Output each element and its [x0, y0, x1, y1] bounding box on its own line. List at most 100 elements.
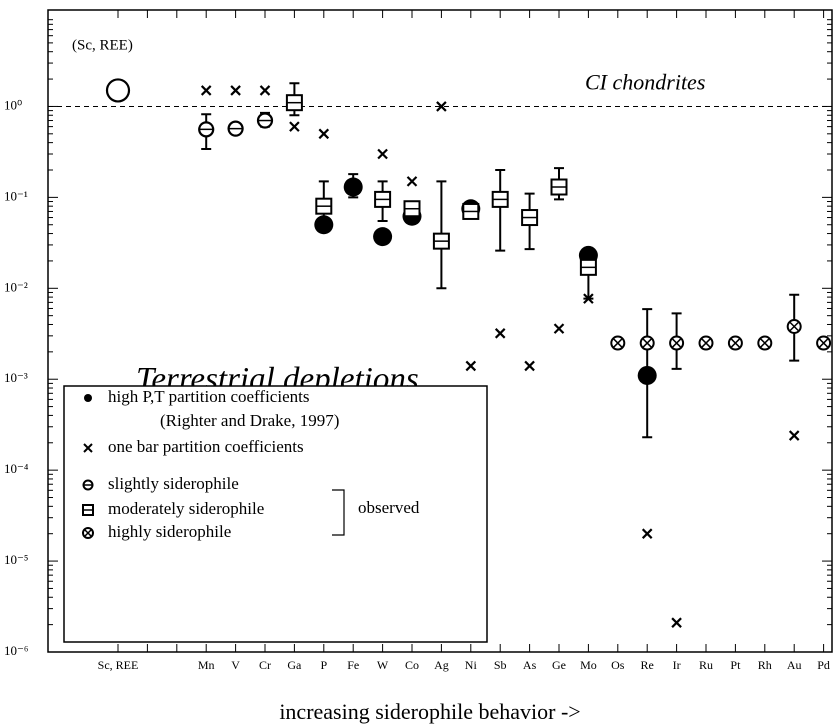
marker [105, 78, 131, 103]
annotation: (Sc, REE) [72, 37, 133, 53]
marker [494, 328, 506, 339]
x-tick-label: P [320, 658, 327, 672]
legend-label: one bar partition coefficients [108, 437, 304, 456]
marker [639, 335, 655, 351]
marker [521, 209, 539, 227]
x-tick-label: Re [641, 658, 654, 672]
x-tick-label: Ni [465, 658, 478, 672]
cross [701, 338, 711, 348]
plot-frame [47, 9, 833, 653]
cross [200, 85, 212, 96]
marker [579, 258, 597, 276]
marker [491, 190, 509, 208]
cross [789, 321, 799, 332]
marker [198, 121, 215, 138]
marker [200, 85, 212, 96]
marker [786, 319, 802, 335]
marker [343, 177, 363, 197]
legend-marker [82, 504, 94, 516]
marker [610, 335, 626, 351]
y-tick-label: 10⁻⁵ [4, 552, 28, 567]
x-tick-label: Os [611, 658, 625, 672]
dot [637, 365, 657, 385]
marker [289, 121, 300, 132]
x-tick-label: Rh [758, 658, 772, 672]
x-tick-label: Pt [730, 658, 741, 672]
legend-marker [82, 479, 94, 491]
cross [672, 338, 682, 348]
cross [613, 338, 623, 348]
marker [550, 178, 568, 196]
y-tick-label: 10⁻⁴ [4, 461, 29, 476]
dot [84, 394, 92, 402]
cross [83, 443, 93, 453]
y-tick-label: 10⁰ [4, 97, 22, 112]
marker [373, 227, 393, 247]
x-axis-label: increasing siderophile behavior -> [279, 699, 580, 724]
marker [816, 335, 832, 351]
marker [669, 335, 685, 351]
y-tick-label: 10⁻² [4, 279, 28, 294]
cross [318, 128, 330, 140]
marker [256, 112, 274, 129]
marker [757, 335, 773, 351]
marker [432, 232, 450, 250]
cross [788, 430, 800, 441]
legend-group-label: observed [358, 498, 420, 517]
x-tick-label: Mn [198, 658, 215, 672]
cross [819, 338, 829, 348]
marker [285, 94, 303, 112]
legend-label: slightly siderophile [108, 474, 239, 493]
y-tick-label: 10⁻¹ [4, 188, 28, 203]
x-tick-label: Ru [699, 658, 713, 672]
marker [641, 528, 653, 539]
cross [406, 176, 418, 187]
marker [315, 197, 333, 215]
x-tick-label: Co [405, 658, 419, 672]
x-tick-label: Au [787, 658, 802, 672]
x-tick-label: Pd [817, 658, 830, 672]
x-tick-label: Cr [259, 658, 271, 672]
x-tick-label: Sc, REE [98, 658, 139, 672]
legend-label: high P,T partition coefficients [108, 387, 309, 406]
marker [406, 176, 418, 187]
reference-label: CI chondrites [585, 69, 705, 94]
legend-marker [84, 394, 92, 402]
cross [230, 85, 241, 96]
marker [637, 365, 657, 385]
marker [259, 85, 271, 96]
marker [462, 202, 480, 220]
x-tick-label: Mo [580, 658, 597, 672]
dot [343, 177, 363, 197]
marker [403, 200, 421, 218]
marker [377, 148, 388, 160]
error-bar [495, 168, 506, 252]
marker [553, 323, 565, 334]
x-tick-label: Ag [434, 658, 449, 672]
y-tick-label: 10⁻⁶ [4, 643, 28, 658]
marker [524, 360, 535, 372]
x-tick-label: Fe [347, 658, 359, 672]
cross [259, 85, 271, 96]
x-tick-label: Ge [552, 658, 566, 672]
cross [465, 360, 477, 372]
cross [377, 148, 388, 160]
cross [642, 338, 652, 348]
marker [436, 101, 447, 112]
dot [373, 227, 393, 247]
marker [227, 120, 244, 137]
marker [230, 85, 241, 96]
legend-label: moderately siderophile [108, 499, 264, 518]
cross [641, 528, 653, 539]
x-tick-label: W [377, 658, 389, 672]
cross [494, 328, 506, 339]
cross [671, 617, 682, 628]
x-tick-label: Ga [287, 658, 302, 672]
x-tick-label: Sb [494, 658, 507, 672]
marker [318, 128, 330, 140]
cross [553, 323, 565, 334]
x-tick-label: V [231, 658, 240, 672]
legend-note: (Righter and Drake, 1997) [160, 411, 339, 430]
legend-box [63, 385, 488, 643]
